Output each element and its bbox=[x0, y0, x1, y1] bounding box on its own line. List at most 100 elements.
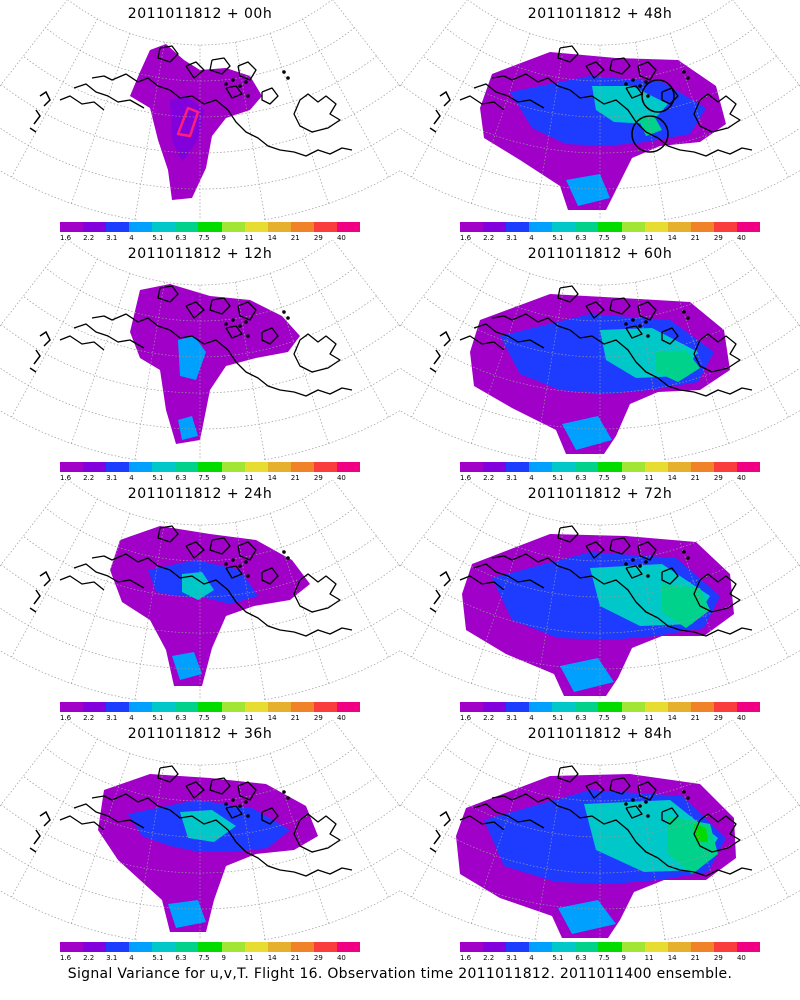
island bbox=[238, 324, 242, 328]
coastline bbox=[625, 805, 643, 819]
variance-contour bbox=[558, 900, 616, 934]
coastline bbox=[557, 765, 579, 783]
coastline bbox=[237, 541, 257, 561]
colorbar-swatch bbox=[267, 942, 291, 952]
colorbar-swatch bbox=[129, 702, 153, 712]
colorbar-swatch bbox=[529, 942, 553, 952]
panel-title: 2011011812 + 24h bbox=[127, 486, 273, 502]
coastline bbox=[29, 127, 37, 133]
colorbar-label: 7.5 bbox=[598, 714, 610, 722]
latitude-line bbox=[67, 480, 333, 526]
coastline bbox=[73, 803, 145, 829]
colorbar-label: 11 bbox=[644, 714, 654, 722]
variance-contour bbox=[566, 174, 610, 206]
latitude-line bbox=[23, 535, 377, 598]
colorbar-label: 29 bbox=[713, 474, 723, 482]
island bbox=[224, 322, 228, 326]
colorbar-label: 21 bbox=[290, 234, 300, 242]
colorbar-swatch bbox=[644, 462, 668, 472]
colorbar-label: 4 bbox=[129, 474, 134, 482]
coastline bbox=[433, 349, 441, 365]
island bbox=[646, 94, 650, 98]
coastline bbox=[459, 815, 505, 831]
island bbox=[686, 796, 690, 800]
coastline bbox=[429, 847, 437, 853]
longitude-line bbox=[71, 33, 131, 204]
island bbox=[231, 558, 235, 562]
coastline bbox=[225, 85, 243, 99]
colorbar-label: 7.5 bbox=[198, 714, 210, 722]
island bbox=[631, 558, 635, 562]
colorbar-label: 21 bbox=[690, 954, 700, 962]
colorbar-label: 9 bbox=[221, 954, 227, 962]
colorbar-label: 14 bbox=[267, 714, 277, 722]
coastline bbox=[491, 793, 753, 877]
colorbar-swatch bbox=[221, 222, 245, 232]
coastlines bbox=[429, 525, 753, 637]
coastlines bbox=[429, 285, 753, 397]
map-panel: 2011011812 + 36h 1.6 2.2 3.1 4 5.1 6.3 7.5 9 11 14… bbox=[0, 720, 400, 962]
colorbar-swatch bbox=[736, 462, 761, 472]
map-graticule bbox=[0, 480, 400, 700]
latitude-line bbox=[45, 27, 355, 82]
island bbox=[682, 70, 686, 74]
coastline bbox=[625, 565, 643, 579]
coastline bbox=[459, 95, 505, 111]
colorbar-label: 1.6 bbox=[60, 954, 72, 962]
colorbar-swatch bbox=[336, 702, 361, 712]
coastline bbox=[585, 301, 605, 319]
island bbox=[686, 76, 690, 80]
coastline bbox=[261, 807, 279, 825]
colorbar-swatch bbox=[83, 222, 107, 232]
coastline bbox=[157, 45, 179, 63]
colorbar-label: 21 bbox=[690, 474, 700, 482]
colorbar-label: 3.1 bbox=[506, 234, 518, 242]
colorbar-swatch bbox=[598, 222, 622, 232]
coastline bbox=[185, 781, 205, 799]
latitude-line bbox=[0, 564, 400, 634]
colorbar-swatch bbox=[621, 462, 645, 472]
colorbar-swatch bbox=[152, 462, 176, 472]
variance-field bbox=[130, 284, 300, 444]
colorbar-label: 9 bbox=[621, 714, 627, 722]
coastline bbox=[429, 367, 437, 373]
latitude-line bbox=[467, 240, 733, 286]
panel-title: 2011011812 + 00h bbox=[127, 6, 273, 22]
colorbar-swatch bbox=[506, 222, 530, 232]
colorbar-swatch bbox=[506, 942, 530, 952]
longitude-line bbox=[302, 258, 389, 418]
coastlines bbox=[29, 45, 353, 157]
latitude-line bbox=[423, 55, 777, 118]
colorbar-label: 9 bbox=[221, 234, 227, 242]
colorbar-swatch bbox=[290, 702, 314, 712]
latitude-line bbox=[445, 747, 755, 802]
colorbar-swatch bbox=[175, 462, 199, 472]
colorbar-swatch bbox=[644, 222, 668, 232]
map-plot bbox=[0, 240, 400, 460]
map-panel: 2011011812 + 60h 1.6 2.2 3.1 4 5.1 6.3 7.5 9 11 14… bbox=[400, 240, 800, 482]
coastline bbox=[29, 607, 37, 613]
coastline bbox=[693, 813, 741, 853]
variance-contour bbox=[168, 900, 206, 928]
colorbar-label: 29 bbox=[713, 234, 723, 242]
colorbar-swatch bbox=[529, 462, 553, 472]
island bbox=[624, 562, 628, 566]
coastline bbox=[637, 781, 657, 801]
colorbar-label: 21 bbox=[290, 714, 300, 722]
coastline bbox=[637, 301, 657, 321]
longitude-line bbox=[302, 738, 389, 898]
island bbox=[646, 574, 650, 578]
variance-contour bbox=[662, 584, 710, 628]
island bbox=[631, 798, 635, 802]
latitude-line bbox=[23, 295, 377, 358]
colorbar bbox=[60, 942, 361, 952]
colorbar-label: 7.5 bbox=[198, 954, 210, 962]
target-circle bbox=[641, 79, 675, 113]
coastline bbox=[609, 57, 631, 75]
panel-title: 2011011812 + 36h bbox=[127, 726, 273, 742]
colorbar-label: 7.5 bbox=[198, 474, 210, 482]
colorbar-label: 2.2 bbox=[483, 234, 495, 242]
coastline bbox=[59, 335, 105, 351]
colorbar-label: 6.3 bbox=[575, 474, 587, 482]
colorbar-label: 6.3 bbox=[175, 474, 187, 482]
